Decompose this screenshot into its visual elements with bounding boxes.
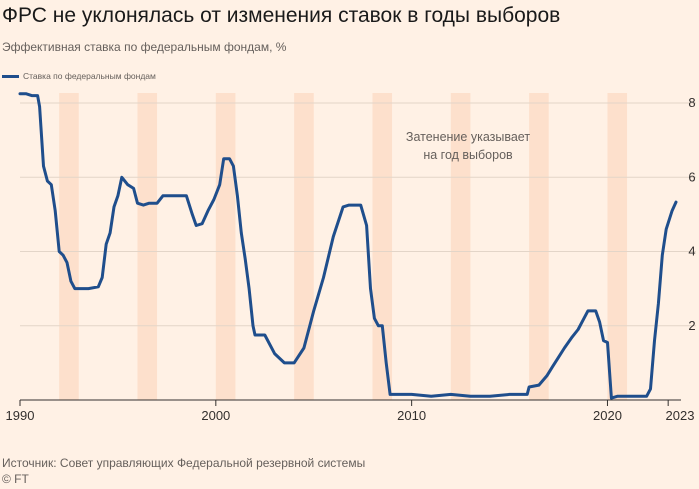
x-tick-label-2020: 2020 (593, 408, 622, 423)
series-layer (18, 92, 678, 400)
x-axis (19, 399, 681, 406)
election-shade-2000 (215, 93, 236, 400)
election-shade-2012 (450, 93, 471, 400)
series-line-fed-funds-rate (18, 92, 678, 400)
y-tick-labels: 2 4 6 8 (688, 95, 695, 333)
source-note: Источник: Совет управляющих Федеральной … (2, 456, 366, 470)
copyright: © FT (2, 472, 29, 486)
election-shade-2016 (529, 93, 549, 400)
x-tick-label-2023: 2023 (666, 408, 695, 423)
chart-title: ФРС не уклонялась от изменения ставок в … (2, 4, 561, 27)
x-tick-labels: 1990 2000 2010 2020 2023 (6, 408, 695, 423)
election-shade-1992 (59, 93, 79, 400)
legend-swatch (2, 74, 19, 78)
y-tick-label-4: 4 (688, 244, 695, 259)
gridlines (20, 102, 696, 327)
x-tick-label-1990: 1990 (6, 408, 35, 423)
election-shade-2008 (372, 93, 393, 400)
y-tick-label-8: 8 (688, 95, 695, 110)
y-tick-label-6: 6 (688, 169, 695, 184)
y-tick-label-2: 2 (688, 318, 695, 333)
annotation-line1: Затенение указывает (406, 130, 530, 144)
election-shading (59, 93, 628, 400)
annotation-line2: на год выборов (423, 148, 513, 162)
legend-label: Ставка по федеральным фондам (23, 71, 156, 81)
x-tick-label-2000: 2000 (201, 408, 230, 423)
election-shade-2020 (607, 93, 628, 400)
election-shade-2004 (294, 93, 314, 400)
x-tick-label-2010: 2010 (397, 408, 426, 423)
election-shade-1996 (137, 93, 158, 400)
legend: Ставка по федеральным фондам (2, 71, 156, 81)
chart-subtitle: Эффективная ставка по федеральным фондам… (2, 40, 287, 54)
